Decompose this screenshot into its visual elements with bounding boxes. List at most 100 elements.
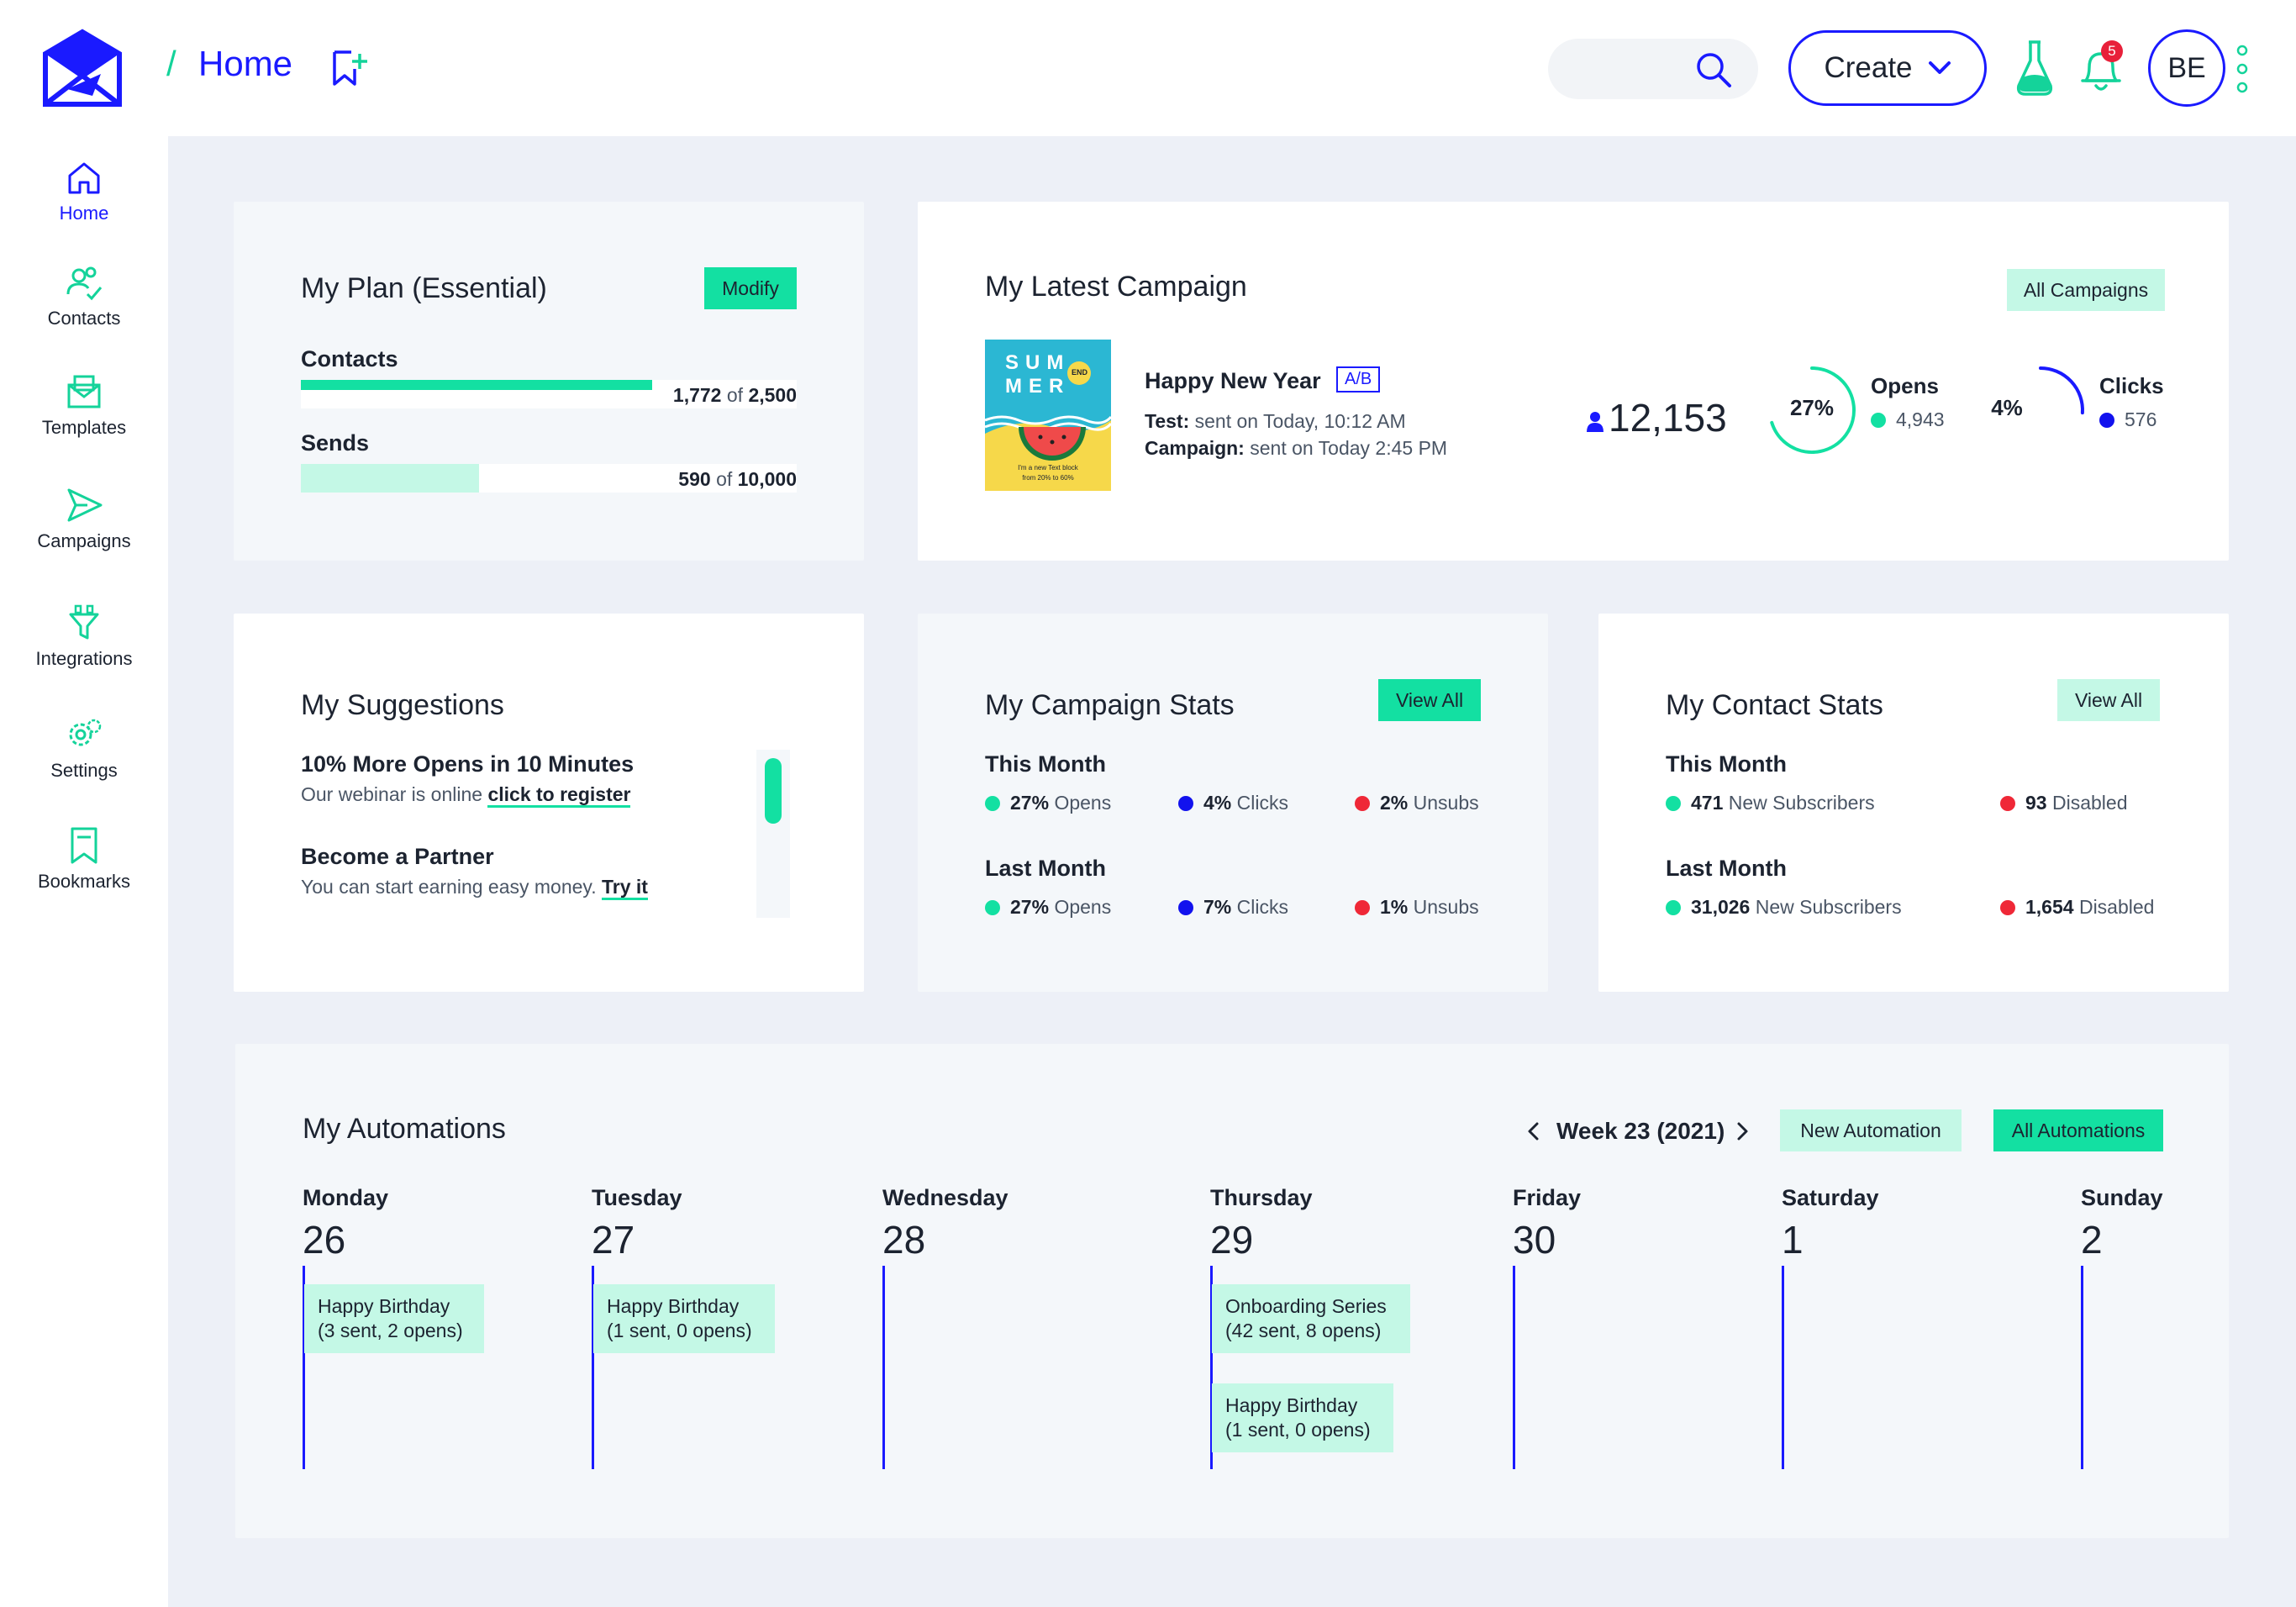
home-icon [68,162,100,194]
campaign-thumbnail[interactable]: SUM MER END I'm a new Text block from 20… [985,340,1111,491]
more-options-icon[interactable] [2235,44,2249,94]
sidebar-item-bookmarks[interactable]: Bookmarks [0,825,168,893]
campaign-name[interactable]: Happy New Year [1145,368,1321,393]
clicks-label: Clicks [2099,373,2164,398]
day-timeline [1513,1266,1515,1469]
sends-usage-value: 590 of 10,000 [678,468,797,490]
day-timeline [1782,1266,1784,1469]
this-month-unsubs: 2% Unsubs [1355,792,1479,814]
last-month-clicks: 7% Clicks [1178,896,1288,919]
day-number: 1 [1782,1218,1804,1262]
week-label: Week 23 (2021) [1556,1118,1725,1144]
last-month-unsubs: 1% Unsubs [1355,896,1479,919]
this-month-label: This Month [1666,751,1787,777]
thumbnail-art [985,340,1111,491]
day-number: 28 [882,1218,926,1262]
contact-stats-card: My Contact Stats View All This Month 471… [1598,614,2229,992]
plan-card: My Plan (Essential) Modify Contacts 1,77… [234,202,864,561]
automation-event[interactable]: Happy Birthday (1 sent, 0 opens) [1212,1383,1393,1452]
campaign-stats-view-all-button[interactable]: View All [1378,679,1481,721]
sidebar-item-campaigns[interactable]: Campaigns [0,485,168,552]
suggestion-heading: 10% More Opens in 10 Minutes [301,751,635,777]
last-month-label: Last Month [985,856,1106,881]
new-automation-button[interactable]: New Automation [1780,1109,1962,1151]
create-button[interactable]: Create [1788,30,1987,106]
suggestion-text: Our webinar is online click to register [301,783,631,808]
sidebar-item-settings[interactable]: Settings [0,714,168,782]
ab-test-badge: A/B [1336,366,1381,393]
top-bar: / Home Create 5 BE [0,0,2296,136]
sidebar-item-label: Bookmarks [37,871,131,892]
contacts-usage-label: Contacts [301,346,398,371]
day-name: Monday [303,1185,389,1210]
sidebar-item-label: Home [59,203,109,224]
all-campaigns-button[interactable]: All Campaigns [2007,269,2165,311]
chevron-right-icon[interactable] [1735,1121,1750,1141]
thumbnail-caption1: I'm a new Text block [1018,464,1078,472]
thumbnail-text-line1: SUM [1005,351,1071,374]
last-month-label: Last Month [1666,856,1787,881]
campaigns-icon [67,488,103,522]
campaign-stats-title: My Campaign Stats [985,689,1235,721]
sidebar-item-contacts[interactable]: Contacts [0,262,168,329]
page-title: Home [198,44,293,83]
day-name: Friday [1513,1185,1582,1210]
thumbnail-badge: END [1072,368,1088,377]
sidebar-item-home[interactable]: Home [0,157,168,224]
chevron-left-icon[interactable] [1526,1121,1541,1141]
all-automations-button[interactable]: All Automations [1993,1109,2163,1151]
campaign-test-sent: Test: sent on Today, 10:12 AM [1145,410,1406,432]
register-link[interactable]: click to register [487,783,631,808]
sidebar-item-label: Templates [41,417,127,438]
recipients-icon [1587,412,1604,432]
recipients-count: 12,153 [1609,396,1727,440]
campaign-sent: Campaign: sent on Today 2:45 PM [1145,437,1448,459]
day-name: Wednesday [882,1185,1008,1210]
opens-dot [1871,413,1886,428]
day-timeline [882,1266,885,1469]
sidebar-item-label: Campaigns [37,530,131,551]
suggestion-text: You can start earning easy money. Try it [301,876,648,900]
automation-event[interactable]: Happy Birthday (3 sent, 2 opens) [304,1284,484,1353]
suggestions-scrollbar[interactable] [756,750,790,918]
contacts-icon [66,266,103,301]
contact-stats-view-all-button[interactable]: View All [2057,679,2160,721]
day-timeline [303,1266,305,1469]
flask-icon[interactable] [2015,39,2054,97]
sidebar-item-label: Contacts [47,308,121,329]
automation-event[interactable]: Happy Birthday (1 sent, 0 opens) [593,1284,775,1353]
plan-title: My Plan (Essential) [301,272,547,304]
sidebar-item-integrations[interactable]: Integrations [0,603,168,670]
breadcrumb-separator: / [166,44,176,83]
automation-event[interactable]: Onboarding Series (42 sent, 8 opens) [1212,1284,1410,1353]
sidebar-item-templates[interactable]: Templates [0,371,168,439]
search-icon[interactable] [1694,50,1733,89]
sidebar: Home Contacts Templates Campaigns In [0,136,168,1607]
automations-title: My Automations [303,1113,506,1145]
sends-progress-fill [301,464,480,493]
campaign-stats-card: My Campaign Stats View All This Month 27… [918,614,1548,992]
last-month-disabled: 1,654 Disabled [2000,896,2154,919]
last-month-opens: 27% Opens [985,896,1111,919]
day-name: Sunday [2081,1185,2163,1210]
modify-button[interactable]: Modify [704,267,797,309]
sends-progress-bar [301,464,797,493]
settings-icon [69,719,102,746]
contacts-progress-fill [301,380,653,390]
logo-icon[interactable] [42,29,123,108]
contacts-usage-value: 1,772 of 2,500 [672,384,797,406]
try-it-link[interactable]: Try it [602,876,648,900]
clicks-ring-chart [2039,366,2084,415]
scrollbar-thumb[interactable] [765,758,782,824]
opens-ring-arc [1770,366,1856,454]
add-bookmark-icon[interactable] [329,49,368,87]
avatar[interactable]: BE [2148,29,2225,107]
main-content: My Plan (Essential) Modify Contacts 1,77… [168,136,2296,1607]
day-timeline [2081,1266,2083,1469]
templates-icon [67,375,101,408]
notification-badge: 5 [2101,40,2123,62]
this-month-label: This Month [985,751,1106,777]
day-number: 2 [2081,1218,2103,1262]
this-month-new-subscribers: 471 New Subscribers [1666,792,1875,814]
this-month-clicks: 4% Clicks [1178,792,1288,814]
